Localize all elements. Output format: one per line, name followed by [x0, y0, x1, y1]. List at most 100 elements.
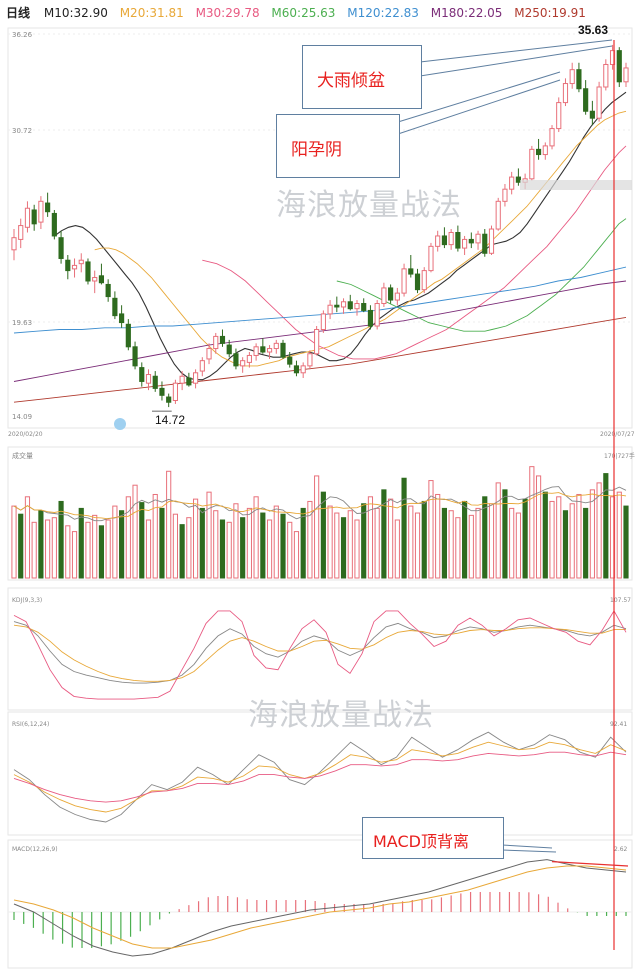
candle [314, 326, 320, 356]
candle [307, 350, 313, 370]
candle [38, 196, 44, 230]
price-y-tick-3: 14.09 [12, 413, 32, 421]
candle [166, 393, 172, 408]
volume-bar [529, 466, 535, 579]
candle [616, 47, 622, 88]
candle [172, 379, 178, 404]
candle-body [361, 303, 367, 311]
candle-body [576, 69, 582, 90]
volume-bar [414, 512, 421, 579]
candle [125, 319, 131, 351]
price-y-tick-0: 36.26 [12, 31, 33, 39]
volume-bar [509, 507, 515, 579]
candle [24, 201, 31, 233]
candle [334, 296, 340, 313]
candle-body [213, 335, 219, 350]
callout-heavy-rain-pointer-b [419, 45, 613, 77]
volume-bar [98, 525, 105, 579]
candle [240, 357, 246, 373]
candle-body [18, 225, 24, 240]
ma-legend-m20: M20:31.81 [119, 6, 184, 20]
candle-body [233, 353, 239, 367]
candle [192, 369, 199, 389]
kdj-title: KDJ(9,3,3) [12, 597, 42, 604]
panel-frame-2 [7, 587, 633, 711]
volume-bar [334, 512, 340, 579]
candle-body [435, 235, 441, 247]
candle-body [515, 176, 521, 183]
candle-body [273, 342, 279, 350]
reset-zoom-icon [114, 418, 126, 430]
volume-bar [354, 519, 360, 579]
candle [374, 300, 380, 330]
candle-body [260, 346, 266, 353]
candle [51, 209, 57, 240]
candle-body [24, 207, 31, 228]
period-label[interactable]: 日线 [6, 6, 31, 20]
volume-bar [522, 498, 528, 579]
ma-line-m120 [13, 266, 627, 334]
volume-bar [246, 507, 252, 579]
ma-legend: 日线 M10:32.90 M20:31.81 M30:29.78 M60:25.… [6, 4, 594, 24]
volume-bar [119, 510, 125, 579]
candle-body [381, 287, 387, 305]
ma-line-m10 [54, 91, 627, 381]
volume-bar [206, 491, 212, 579]
candle [488, 225, 495, 256]
candle-body [320, 313, 326, 330]
candle [448, 229, 454, 250]
panel-frame-1 [7, 446, 633, 581]
price-y-tick-1: 30.72 [12, 127, 32, 135]
candle-body [186, 377, 192, 386]
callout-macd-divergence: MACD顶背离 [362, 817, 504, 859]
rsi-line-rsi24 [13, 751, 627, 803]
candle-body [92, 277, 98, 282]
candle-body [495, 200, 501, 230]
volume-bar [542, 491, 548, 579]
volume-bar [367, 496, 374, 579]
candle-body [206, 348, 212, 360]
candle [576, 62, 582, 93]
volume-bar [307, 500, 313, 579]
volume-bar [31, 521, 37, 579]
candle-body [441, 235, 448, 246]
rsi-title: RSI(6,12,24) [12, 721, 49, 728]
volume-bar [589, 489, 595, 579]
candle-body [455, 231, 461, 249]
candle-body [401, 268, 407, 294]
candle-body [374, 303, 380, 327]
candle [388, 284, 394, 304]
volume-max-label: 170|727手 [604, 452, 635, 460]
candle-body [589, 110, 595, 119]
candle-body [226, 344, 232, 355]
callout-macd-pointer-a [501, 844, 553, 849]
volume-bar [45, 519, 51, 579]
candle-body [583, 88, 589, 112]
volume-bar [92, 514, 98, 579]
volume-bar [260, 512, 266, 579]
macd-max-label: 2.62 [614, 846, 628, 853]
candle [408, 255, 414, 278]
price-y-tick-2: 19.63 [12, 319, 32, 327]
volume-bar [152, 493, 158, 579]
candle-body [112, 297, 118, 317]
volume-bar [11, 505, 17, 579]
macd-title: MACD(12,26,9) [12, 846, 58, 853]
volume-bar [616, 491, 622, 579]
macd-divergence-line [551, 861, 629, 867]
candle [266, 345, 273, 359]
candle [65, 255, 71, 280]
candle [367, 305, 374, 330]
candle-body [475, 233, 481, 244]
volume-bar [394, 519, 400, 579]
rsi-line-rsi12 [13, 741, 627, 813]
candle [401, 263, 407, 297]
panel-frame-3 [7, 711, 633, 836]
candle-body [78, 259, 84, 265]
volume-bar [112, 505, 118, 579]
candle [246, 352, 252, 368]
volume-bar [583, 507, 589, 579]
volume-bar [502, 489, 508, 579]
callout-heavy-rain-pointer-a [419, 39, 613, 63]
